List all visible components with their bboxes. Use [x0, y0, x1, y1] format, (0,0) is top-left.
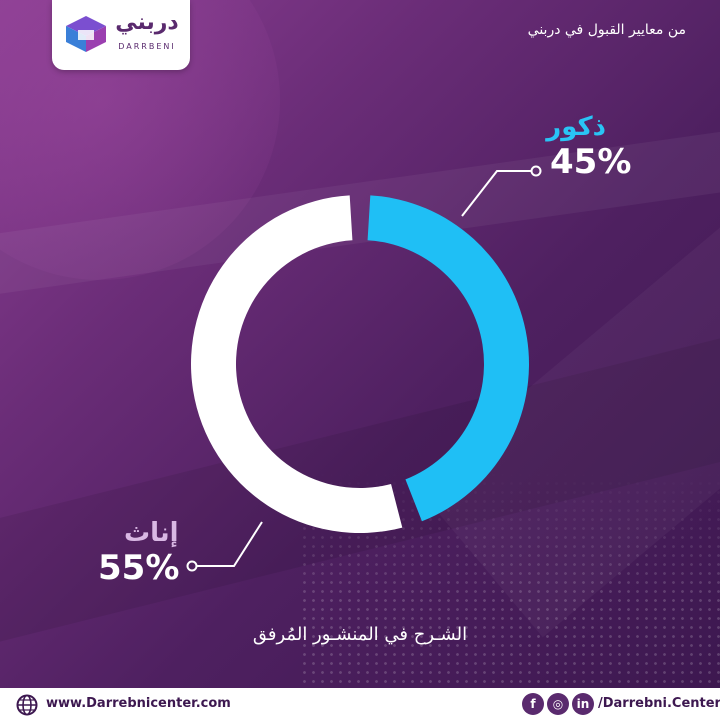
caption: الشـرح في المنشـور المُرفق	[0, 624, 720, 645]
social-handle[interactable]: /Darrebni.Center	[598, 696, 720, 711]
globe-icon	[16, 694, 38, 716]
donut-slice-male	[368, 195, 529, 521]
female-leader-line-dot	[188, 562, 197, 571]
donut-slice-female	[191, 195, 402, 533]
female-leader-line	[196, 522, 262, 566]
footer: www.Darrebnicenter.com f ◎ in /Darrebni.…	[0, 688, 720, 720]
male-leader-line	[462, 171, 532, 216]
website-link[interactable]: www.Darrebnicenter.com	[46, 696, 231, 711]
facebook-icon[interactable]: f	[522, 693, 544, 715]
male-leader-line-dot	[532, 167, 541, 176]
instagram-icon[interactable]: ◎	[547, 693, 569, 715]
female-percentage: 55%	[98, 548, 179, 588]
linkedin-icon[interactable]: in	[572, 693, 594, 715]
male-label: ذكور	[546, 112, 606, 142]
male-percentage: 45%	[550, 142, 631, 182]
female-label: إناث	[124, 518, 179, 548]
